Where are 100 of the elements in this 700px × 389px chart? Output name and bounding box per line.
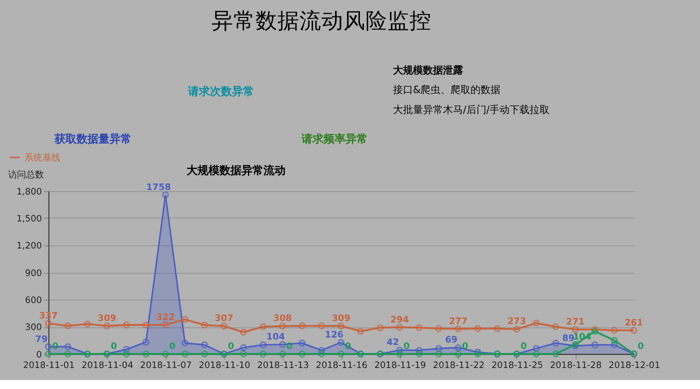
x-tick-label: 2018-11-10	[198, 361, 251, 372]
point	[532, 350, 540, 358]
data-label: 0	[286, 342, 293, 352]
y-tick-label: 900	[25, 268, 42, 279]
point	[240, 328, 247, 336]
point	[454, 325, 462, 332]
x-tick-label: 2018-11-07	[140, 361, 192, 372]
point	[298, 322, 306, 330]
point	[279, 322, 286, 330]
point	[182, 340, 188, 346]
x-tick-label: 2018-11-13	[257, 361, 309, 372]
point	[84, 320, 91, 328]
point	[552, 340, 560, 346]
chart-title: 异常数据流动风险监控	[211, 9, 432, 34]
point	[416, 350, 423, 358]
point	[182, 350, 188, 358]
point	[416, 324, 423, 332]
data-label: 0	[638, 342, 644, 352]
point	[513, 326, 520, 333]
point	[162, 321, 169, 328]
point	[474, 325, 482, 332]
data-label: 0	[110, 342, 117, 352]
point	[201, 321, 208, 328]
point	[201, 341, 208, 348]
point	[396, 346, 404, 354]
point	[494, 325, 501, 332]
data-label: 79	[35, 334, 48, 345]
point	[318, 350, 326, 358]
y-tick-label: 1,200	[16, 242, 42, 252]
point	[552, 323, 560, 330]
legend-label: 系统基线	[24, 152, 61, 164]
data-label: 322	[156, 312, 175, 323]
data-label: 307	[214, 314, 234, 324]
text: 大规模数据异常流动	[186, 164, 286, 178]
point	[396, 350, 404, 358]
point	[162, 350, 169, 358]
point	[610, 336, 618, 344]
y-axis-title: 访问总数	[8, 170, 44, 181]
point	[318, 346, 326, 354]
y-tick-label: 0	[36, 350, 42, 360]
point	[552, 350, 560, 358]
point	[64, 350, 72, 358]
point	[610, 326, 618, 334]
point	[572, 326, 579, 333]
data-label: 277	[448, 316, 468, 327]
text: 大规模数据泄露	[392, 64, 463, 76]
data-label: 0	[520, 342, 527, 352]
point	[435, 350, 442, 358]
point	[220, 322, 228, 330]
data-label: 89	[562, 334, 575, 344]
text: 请求频率异常	[300, 132, 368, 146]
point	[142, 338, 150, 346]
point	[279, 341, 286, 348]
point	[338, 350, 345, 358]
y-tick-label: 1,500	[16, 214, 42, 225]
text: 获取数据量异常	[53, 132, 132, 146]
x-tick-label: 2018-11-16	[316, 361, 368, 372]
point	[416, 346, 423, 354]
point	[201, 350, 208, 358]
point	[260, 341, 266, 348]
point	[338, 339, 345, 346]
x-tick-label: 2018-11-28	[550, 361, 602, 372]
point	[103, 322, 110, 330]
x-tick-label: 2018-11-04	[82, 361, 134, 372]
point	[435, 325, 442, 332]
text: 大批量异常木马/后门/手动下载拉取	[392, 104, 550, 116]
x-tick-label: 2018-11-22	[432, 361, 484, 372]
point	[532, 320, 540, 327]
x-tick-label: 2018-12-01	[608, 361, 660, 372]
data-label: 261	[624, 318, 644, 328]
point	[142, 321, 150, 328]
point	[122, 321, 130, 328]
data-label: 0	[169, 342, 176, 352]
data-label: 126	[324, 330, 344, 341]
point	[396, 324, 404, 331]
point	[64, 322, 72, 330]
point	[357, 328, 364, 335]
data-label: 0	[403, 342, 410, 352]
text: 接口&爬虫、爬取的数据	[392, 84, 501, 96]
y-tick-label: 300	[25, 323, 42, 334]
point	[298, 340, 306, 346]
point	[142, 350, 150, 358]
point	[260, 350, 266, 358]
data-label: 294	[390, 315, 409, 326]
data-label: 104	[266, 332, 285, 343]
point	[122, 350, 130, 358]
point	[122, 346, 130, 353]
point	[338, 322, 345, 330]
point	[279, 350, 286, 358]
point	[376, 324, 384, 332]
data-label: 273	[507, 317, 526, 328]
x-tick-label: 2018-11-25	[491, 361, 544, 372]
point	[162, 191, 169, 198]
y-tick-label: 600	[25, 296, 42, 306]
x-tick-label: 2018-11-19	[374, 361, 426, 372]
point	[298, 350, 306, 358]
data-label: 1758	[146, 182, 171, 193]
point	[610, 341, 618, 348]
point	[532, 345, 540, 352]
point	[318, 322, 326, 330]
